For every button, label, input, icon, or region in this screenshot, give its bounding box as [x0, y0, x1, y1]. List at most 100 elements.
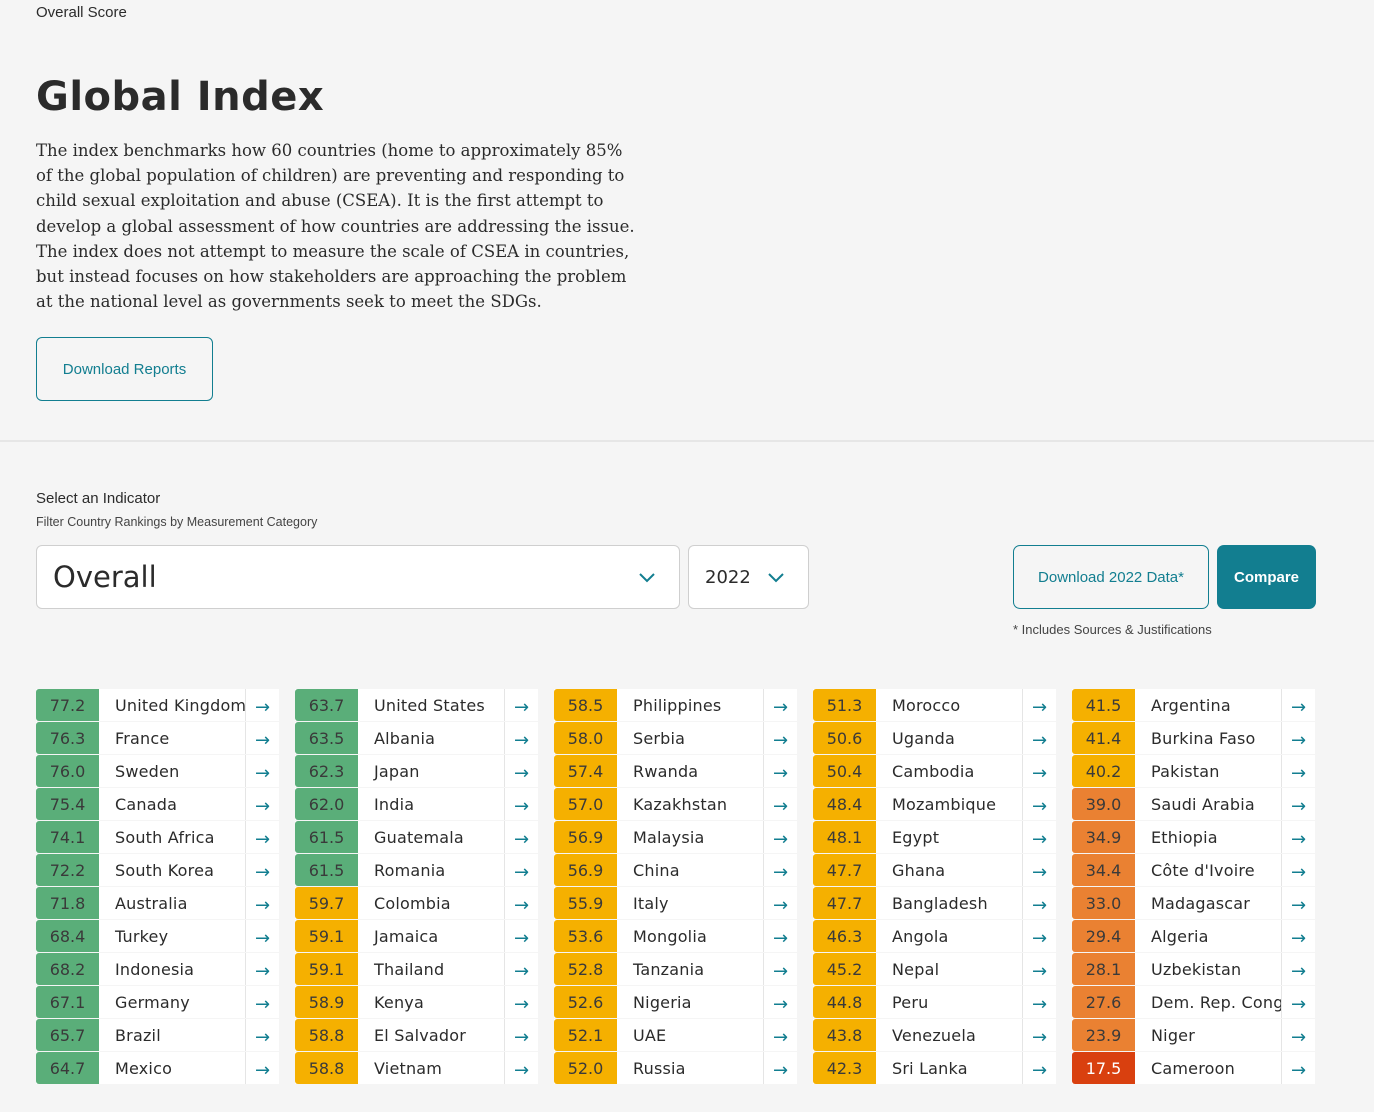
ranking-row[interactable]: 52.8 Tanzania →: [554, 953, 797, 985]
arrow-right-icon[interactable]: →: [763, 821, 797, 853]
ranking-row[interactable]: 41.4 Burkina Faso →: [1072, 722, 1315, 754]
ranking-row[interactable]: 51.3 Morocco →: [813, 689, 1056, 721]
arrow-right-icon[interactable]: →: [1022, 953, 1056, 985]
ranking-row[interactable]: 28.1 Uzbekistan →: [1072, 953, 1315, 985]
arrow-right-icon[interactable]: →: [1022, 755, 1056, 787]
ranking-row[interactable]: 52.1 UAE →: [554, 1019, 797, 1051]
arrow-right-icon[interactable]: →: [245, 854, 279, 886]
arrow-right-icon[interactable]: →: [1281, 788, 1315, 820]
compare-button[interactable]: Compare: [1217, 545, 1316, 609]
ranking-row[interactable]: 44.8 Peru →: [813, 986, 1056, 1018]
ranking-row[interactable]: 56.9 China →: [554, 854, 797, 886]
ranking-row[interactable]: 48.1 Egypt →: [813, 821, 1056, 853]
ranking-row[interactable]: 41.5 Argentina →: [1072, 689, 1315, 721]
ranking-row[interactable]: 77.2 United Kingdom →: [36, 689, 279, 721]
ranking-row[interactable]: 34.9 Ethiopia →: [1072, 821, 1315, 853]
arrow-right-icon[interactable]: →: [504, 689, 538, 721]
arrow-right-icon[interactable]: →: [504, 788, 538, 820]
ranking-row[interactable]: 33.0 Madagascar →: [1072, 887, 1315, 919]
ranking-row[interactable]: 55.9 Italy →: [554, 887, 797, 919]
arrow-right-icon[interactable]: →: [1281, 821, 1315, 853]
arrow-right-icon[interactable]: →: [763, 986, 797, 1018]
arrow-right-icon[interactable]: →: [1022, 986, 1056, 1018]
arrow-right-icon[interactable]: →: [504, 755, 538, 787]
arrow-right-icon[interactable]: →: [763, 689, 797, 721]
arrow-right-icon[interactable]: →: [1022, 722, 1056, 754]
arrow-right-icon[interactable]: →: [1022, 887, 1056, 919]
arrow-right-icon[interactable]: →: [763, 854, 797, 886]
arrow-right-icon[interactable]: →: [245, 1052, 279, 1084]
ranking-row[interactable]: 46.3 Angola →: [813, 920, 1056, 952]
arrow-right-icon[interactable]: →: [245, 920, 279, 952]
arrow-right-icon[interactable]: →: [1281, 1052, 1315, 1084]
arrow-right-icon[interactable]: →: [1022, 854, 1056, 886]
ranking-row[interactable]: 23.9 Niger →: [1072, 1019, 1315, 1051]
arrow-right-icon[interactable]: →: [504, 722, 538, 754]
ranking-row[interactable]: 57.0 Kazakhstan →: [554, 788, 797, 820]
ranking-row[interactable]: 47.7 Ghana →: [813, 854, 1056, 886]
ranking-row[interactable]: 62.3 Japan →: [295, 755, 538, 787]
indicator-select[interactable]: Overall: [36, 545, 680, 609]
ranking-row[interactable]: 42.3 Sri Lanka →: [813, 1052, 1056, 1084]
arrow-right-icon[interactable]: →: [1022, 689, 1056, 721]
arrow-right-icon[interactable]: →: [504, 953, 538, 985]
arrow-right-icon[interactable]: →: [504, 1052, 538, 1084]
arrow-right-icon[interactable]: →: [1281, 1019, 1315, 1051]
arrow-right-icon[interactable]: →: [763, 953, 797, 985]
ranking-row[interactable]: 56.9 Malaysia →: [554, 821, 797, 853]
ranking-row[interactable]: 76.0 Sweden →: [36, 755, 279, 787]
arrow-right-icon[interactable]: →: [245, 689, 279, 721]
ranking-row[interactable]: 50.6 Uganda →: [813, 722, 1056, 754]
arrow-right-icon[interactable]: →: [504, 1019, 538, 1051]
ranking-row[interactable]: 63.7 United States →: [295, 689, 538, 721]
ranking-row[interactable]: 74.1 South Africa →: [36, 821, 279, 853]
arrow-right-icon[interactable]: →: [763, 1019, 797, 1051]
ranking-row[interactable]: 68.4 Turkey →: [36, 920, 279, 952]
arrow-right-icon[interactable]: →: [1281, 854, 1315, 886]
ranking-row[interactable]: 62.0 India →: [295, 788, 538, 820]
ranking-row[interactable]: 58.8 Vietnam →: [295, 1052, 538, 1084]
ranking-row[interactable]: 63.5 Albania →: [295, 722, 538, 754]
ranking-row[interactable]: 59.1 Thailand →: [295, 953, 538, 985]
arrow-right-icon[interactable]: →: [763, 788, 797, 820]
arrow-right-icon[interactable]: →: [1022, 821, 1056, 853]
ranking-row[interactable]: 64.7 Mexico →: [36, 1052, 279, 1084]
ranking-row[interactable]: 45.2 Nepal →: [813, 953, 1056, 985]
ranking-row[interactable]: 59.7 Colombia →: [295, 887, 538, 919]
arrow-right-icon[interactable]: →: [504, 821, 538, 853]
ranking-row[interactable]: 52.0 Russia →: [554, 1052, 797, 1084]
arrow-right-icon[interactable]: →: [1022, 1052, 1056, 1084]
arrow-right-icon[interactable]: →: [1022, 788, 1056, 820]
ranking-row[interactable]: 29.4 Algeria →: [1072, 920, 1315, 952]
arrow-right-icon[interactable]: →: [1281, 722, 1315, 754]
arrow-right-icon[interactable]: →: [1281, 986, 1315, 1018]
ranking-row[interactable]: 34.4 Côte d'Ivoire →: [1072, 854, 1315, 886]
ranking-row[interactable]: 48.4 Mozambique →: [813, 788, 1056, 820]
arrow-right-icon[interactable]: →: [763, 722, 797, 754]
arrow-right-icon[interactable]: →: [1281, 920, 1315, 952]
arrow-right-icon[interactable]: →: [1281, 887, 1315, 919]
ranking-row[interactable]: 39.0 Saudi Arabia →: [1072, 788, 1315, 820]
arrow-right-icon[interactable]: →: [504, 986, 538, 1018]
ranking-row[interactable]: 43.8 Venezuela →: [813, 1019, 1056, 1051]
arrow-right-icon[interactable]: →: [245, 821, 279, 853]
ranking-row[interactable]: 58.8 El Salvador →: [295, 1019, 538, 1051]
arrow-right-icon[interactable]: →: [245, 887, 279, 919]
arrow-right-icon[interactable]: →: [763, 887, 797, 919]
arrow-right-icon[interactable]: →: [504, 854, 538, 886]
arrow-right-icon[interactable]: →: [1022, 1019, 1056, 1051]
arrow-right-icon[interactable]: →: [245, 953, 279, 985]
ranking-row[interactable]: 75.4 Canada →: [36, 788, 279, 820]
ranking-row[interactable]: 58.9 Kenya →: [295, 986, 538, 1018]
ranking-row[interactable]: 52.6 Nigeria →: [554, 986, 797, 1018]
ranking-row[interactable]: 71.8 Australia →: [36, 887, 279, 919]
ranking-row[interactable]: 58.5 Philippines →: [554, 689, 797, 721]
ranking-row[interactable]: 58.0 Serbia →: [554, 722, 797, 754]
ranking-row[interactable]: 72.2 South Korea →: [36, 854, 279, 886]
arrow-right-icon[interactable]: →: [1022, 920, 1056, 952]
arrow-right-icon[interactable]: →: [1281, 689, 1315, 721]
ranking-row[interactable]: 76.3 France →: [36, 722, 279, 754]
ranking-row[interactable]: 61.5 Romania →: [295, 854, 538, 886]
ranking-row[interactable]: 59.1 Jamaica →: [295, 920, 538, 952]
download-data-button[interactable]: Download 2022 Data*: [1013, 545, 1209, 609]
